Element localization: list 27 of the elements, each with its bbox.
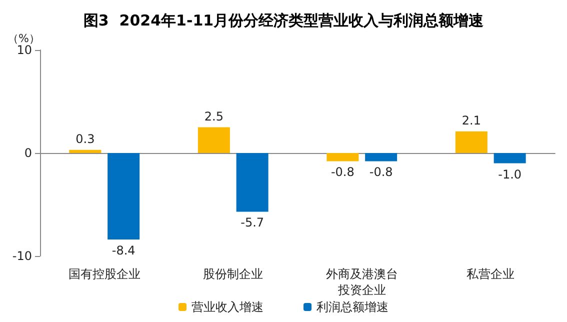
data-label: 2.5 [204,109,224,124]
bar [455,131,488,153]
legend-label: 利润总额增速 [316,300,388,314]
chart-title: 图3 2024年1-11月份分经济类型营业收入与利润总额增速 [83,12,485,30]
y-axis-title: （%） [8,32,40,45]
x-tick-label: 外商及港澳台投资企业 [326,267,398,297]
bar [108,153,140,240]
y-tick-label: -10 [12,249,32,263]
x-tick-label: 国有控股企业 [68,267,140,281]
data-label: -1.0 [498,167,522,182]
bar [69,150,102,153]
y-tick-label: 10 [16,43,32,57]
data-label: -0.8 [330,165,354,180]
data-label: 2.1 [462,113,481,128]
bar [236,153,268,212]
x-tick-label: 私营企业 [466,267,515,281]
bar [494,153,526,164]
data-label: 0.3 [76,132,95,146]
data-label: -5.7 [240,216,264,230]
data-label: -8.4 [112,244,136,258]
x-tick-label: 股份制企业 [203,267,264,281]
bar [198,127,230,153]
data-label: -0.8 [369,165,393,180]
bar [326,153,359,162]
y-tick-label: 0 [24,146,32,160]
legend-label: 营业收入增速 [192,300,264,314]
bar [365,153,398,162]
